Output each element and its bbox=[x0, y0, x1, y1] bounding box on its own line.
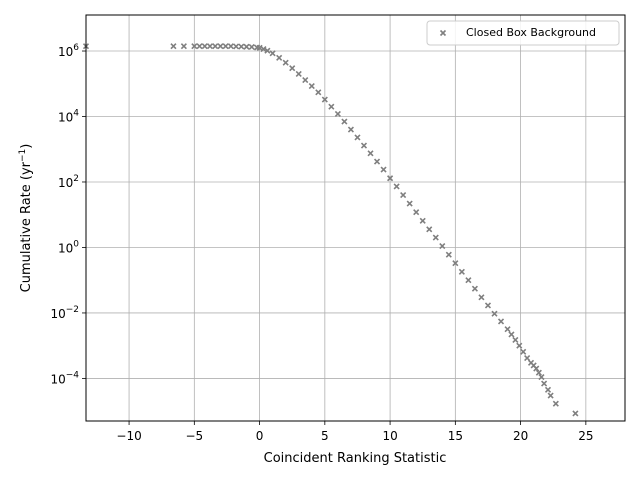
data-point bbox=[516, 342, 523, 349]
y-tick-label: 100 bbox=[58, 239, 79, 255]
data-point bbox=[269, 50, 276, 57]
data-point bbox=[439, 243, 446, 250]
data-point bbox=[373, 158, 381, 165]
y-tick-label: 10−4 bbox=[50, 370, 79, 386]
data-points bbox=[82, 43, 579, 417]
x-tick-label: 0 bbox=[256, 429, 264, 443]
data-point bbox=[471, 285, 478, 292]
data-point bbox=[426, 226, 433, 233]
data-point bbox=[547, 392, 554, 399]
data-point bbox=[260, 45, 267, 53]
data-point bbox=[393, 183, 400, 190]
data-point bbox=[282, 59, 289, 66]
data-point bbox=[233, 43, 240, 50]
data-point bbox=[201, 43, 208, 50]
x-axis-ticks: −10 −5 0 5 10 15 20 25 bbox=[116, 421, 593, 443]
x-tick-label: 5 bbox=[321, 429, 329, 443]
data-point bbox=[243, 43, 250, 50]
data-point bbox=[302, 76, 309, 84]
data-point bbox=[544, 386, 552, 393]
data-point bbox=[354, 134, 361, 141]
data-point bbox=[508, 331, 515, 338]
data-point bbox=[552, 400, 559, 407]
data-point bbox=[504, 326, 511, 333]
data-point bbox=[334, 110, 341, 117]
legend-label: Closed Box Background bbox=[466, 26, 596, 39]
y-axis-label-close: ) bbox=[19, 144, 34, 149]
data-point bbox=[328, 103, 335, 110]
y-tick-label: 104 bbox=[58, 109, 79, 125]
legend: Closed Box Background bbox=[426, 20, 620, 46]
data-point bbox=[452, 260, 459, 267]
y-axis-label: Cumulative Rate (yr−1) bbox=[18, 144, 34, 293]
data-point bbox=[538, 374, 545, 381]
data-point bbox=[276, 54, 283, 61]
data-point bbox=[295, 70, 302, 77]
y-axis-label-exponent: −1 bbox=[18, 149, 28, 162]
x-tick-label: 20 bbox=[513, 429, 528, 443]
data-point bbox=[191, 43, 198, 50]
data-point bbox=[256, 44, 263, 51]
data-point bbox=[512, 336, 519, 343]
data-point bbox=[524, 354, 531, 362]
data-point bbox=[380, 166, 387, 173]
x-tick-label: 15 bbox=[448, 429, 463, 443]
data-point bbox=[387, 175, 394, 182]
data-point bbox=[308, 83, 315, 90]
data-point bbox=[413, 209, 420, 216]
data-point bbox=[458, 268, 465, 275]
x-tick-label: −10 bbox=[116, 429, 141, 443]
data-point bbox=[535, 369, 542, 376]
x-tick-label: −5 bbox=[185, 429, 203, 443]
data-point bbox=[491, 310, 498, 317]
y-axis-label-text: Cumulative Rate (yr bbox=[19, 161, 34, 292]
data-point bbox=[419, 217, 426, 224]
data-point bbox=[572, 410, 579, 417]
data-point bbox=[206, 43, 214, 50]
grid-lines bbox=[86, 15, 625, 421]
y-tick-label: 10−2 bbox=[50, 305, 79, 321]
x-tick-label: 25 bbox=[578, 429, 593, 443]
data-point bbox=[445, 251, 452, 258]
data-point bbox=[520, 348, 527, 355]
data-point bbox=[533, 365, 540, 372]
data-point bbox=[212, 43, 219, 50]
data-point bbox=[478, 294, 485, 301]
data-point bbox=[497, 318, 505, 325]
data-point bbox=[432, 234, 439, 241]
y-tick-label: 102 bbox=[58, 174, 79, 190]
plot-area-frame bbox=[85, 14, 626, 422]
y-tick-label: 106 bbox=[58, 43, 79, 59]
data-point bbox=[289, 65, 296, 72]
data-point bbox=[170, 43, 177, 50]
x-axis-label: Coincident Ranking Statistic bbox=[264, 451, 447, 466]
data-point bbox=[264, 47, 271, 54]
data-point bbox=[196, 43, 203, 50]
legend-box bbox=[426, 20, 620, 46]
data-point bbox=[484, 302, 492, 309]
data-point bbox=[347, 126, 354, 133]
data-point bbox=[367, 150, 374, 157]
data-point bbox=[341, 118, 348, 125]
x-tick-label: 10 bbox=[382, 429, 397, 443]
data-point bbox=[360, 142, 368, 149]
y-axis-ticks: 10−4 10−2 100 102 104 106 bbox=[50, 43, 86, 386]
data-point bbox=[222, 43, 229, 50]
data-point bbox=[248, 43, 255, 51]
data-point bbox=[541, 380, 548, 387]
data-point bbox=[406, 200, 413, 207]
data-point bbox=[465, 277, 472, 284]
data-point bbox=[400, 191, 407, 199]
data-point bbox=[315, 89, 322, 96]
data-point bbox=[217, 43, 224, 50]
data-point bbox=[238, 43, 245, 50]
data-point bbox=[180, 43, 187, 50]
data-point bbox=[227, 43, 234, 50]
legend-marker bbox=[439, 29, 447, 37]
data-point bbox=[321, 96, 328, 103]
